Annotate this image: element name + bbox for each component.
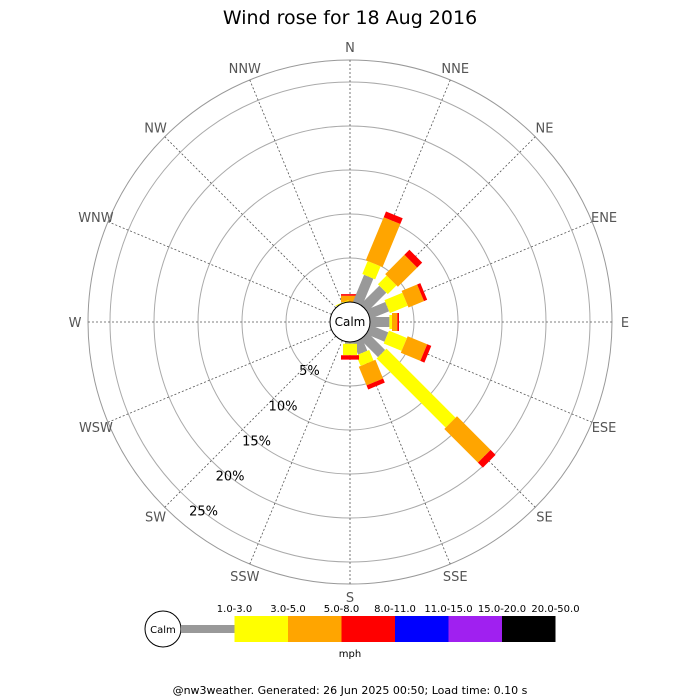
calm-circle: Calm — [329, 301, 371, 343]
bar-nne-bin-2 — [365, 217, 401, 268]
bar-e-bin-2 — [392, 313, 398, 331]
legend-swatch-1 — [234, 616, 288, 642]
spoke-nw — [164, 136, 337, 309]
dir-label-nw: NW — [144, 122, 167, 137]
spoke-nnw — [249, 79, 343, 304]
spoke-ssw — [249, 340, 343, 565]
bar-e-bin-1 — [389, 315, 392, 329]
bar-s-bin-1 — [343, 343, 357, 356]
bar-ese-bin-2 — [400, 336, 428, 361]
legend-bin-label-1: 3.0-5.0 — [270, 604, 305, 615]
bar-e-bin-3 — [397, 313, 399, 331]
legend-swatch-3 — [341, 616, 395, 642]
legend-bin-label-4: 11.0-15.0 — [424, 604, 472, 615]
bar-nne-bin-3 — [383, 211, 403, 224]
bar-sse-bin-3 — [366, 378, 385, 390]
legend-units: mph — [339, 649, 361, 660]
bar-ne-bin-0 — [360, 285, 387, 312]
legend-swatch-5 — [448, 616, 502, 642]
ring-label-25: 25% — [189, 505, 218, 520]
legend: Calm 1.0-3.0 3.0-5.0 5.0-8.0 8.0-11.0 11.0-1… — [144, 604, 580, 660]
bar-se-bin-1 — [376, 348, 456, 428]
bar-ene-bin-3 — [417, 283, 428, 302]
legend-bin-label-0: 1.0-3.0 — [217, 604, 252, 615]
bar-ene-bin-0 — [366, 302, 390, 319]
dir-label-se: SE — [536, 510, 552, 525]
dir-label-nnw: NNW — [229, 62, 261, 77]
chart-title: Wind rose for 18 Aug 2016 — [223, 7, 477, 29]
bar-se-bin-2 — [444, 416, 491, 463]
direction-labels: N NNE NE ENE E ESE SE SSE S SSW SW WSW W WNW NW NNW — [69, 41, 630, 606]
ring-label-10: 10% — [269, 399, 298, 414]
legend-bin-label-2: 5.0-8.0 — [324, 604, 359, 615]
spoke-wnw — [107, 221, 332, 315]
dir-label-ese: ESE — [592, 421, 617, 436]
legend-swatch-6 — [502, 616, 556, 642]
bar-ne-bin-3 — [404, 249, 423, 268]
bar-se-bin-0 — [360, 332, 386, 358]
bar-nne-bin-1 — [362, 261, 381, 280]
legend-bin-label-3: 8.0-11.0 — [374, 604, 416, 615]
bar-s-bin-0 — [345, 342, 355, 344]
bar-ne-bin-1 — [377, 275, 397, 295]
legend-swatch-2 — [288, 616, 342, 642]
dir-label-ene: ENE — [591, 211, 617, 226]
bar-s-bin-3 — [341, 355, 359, 360]
bar-ese-bin-3 — [420, 344, 432, 363]
dir-label-sse: SSE — [443, 570, 468, 585]
footer-text: @nw3weather. Generated: 26 Jun 2025 00:5… — [173, 684, 528, 697]
bar-ese-bin-1 — [383, 330, 407, 351]
dir-label-ssw: SSW — [230, 570, 260, 585]
dir-label-n: N — [345, 41, 355, 56]
bars — [335, 211, 496, 468]
bar-ne-bin-2 — [385, 254, 418, 287]
ring-label-15: 15% — [242, 434, 271, 449]
bar-sse-bin-1 — [356, 350, 374, 366]
legend-calm-label: Calm — [150, 625, 176, 636]
calm-label: Calm — [335, 315, 366, 329]
bar-nne-bin-0 — [353, 274, 374, 306]
dir-label-sw: SW — [145, 510, 166, 525]
ring-labels: 5% 10% 15% 20% 25% — [189, 364, 320, 520]
bar-ene-bin-1 — [384, 292, 408, 314]
legend-bin-label-6: 20.0-50.0 — [531, 604, 579, 615]
bar-se-bin-3 — [477, 449, 496, 468]
legend-swatch-0 — [181, 625, 235, 633]
spoke-wsw — [107, 329, 332, 423]
dir-label-wsw: WSW — [79, 421, 113, 436]
ring-label-5: 5% — [299, 364, 320, 379]
bar-ene-bin-2 — [401, 284, 424, 308]
dir-label-nne: NNE — [441, 62, 469, 77]
dir-label-w: W — [69, 316, 82, 331]
dir-label-s: S — [346, 591, 354, 606]
bar-ese-bin-0 — [366, 325, 389, 342]
bar-n-bin-3 — [341, 294, 359, 296]
dir-label-wnw: WNW — [78, 211, 114, 226]
spoke-sw — [164, 335, 337, 508]
bar-sse-bin-2 — [358, 359, 384, 386]
legend-swatch-4 — [395, 616, 449, 642]
dir-label-ne: NE — [535, 122, 553, 137]
bar-e-bin-0 — [370, 317, 390, 327]
dir-label-e: E — [621, 316, 629, 331]
ring-label-20: 20% — [216, 470, 245, 485]
legend-bin-label-5: 15.0-20.0 — [478, 604, 526, 615]
